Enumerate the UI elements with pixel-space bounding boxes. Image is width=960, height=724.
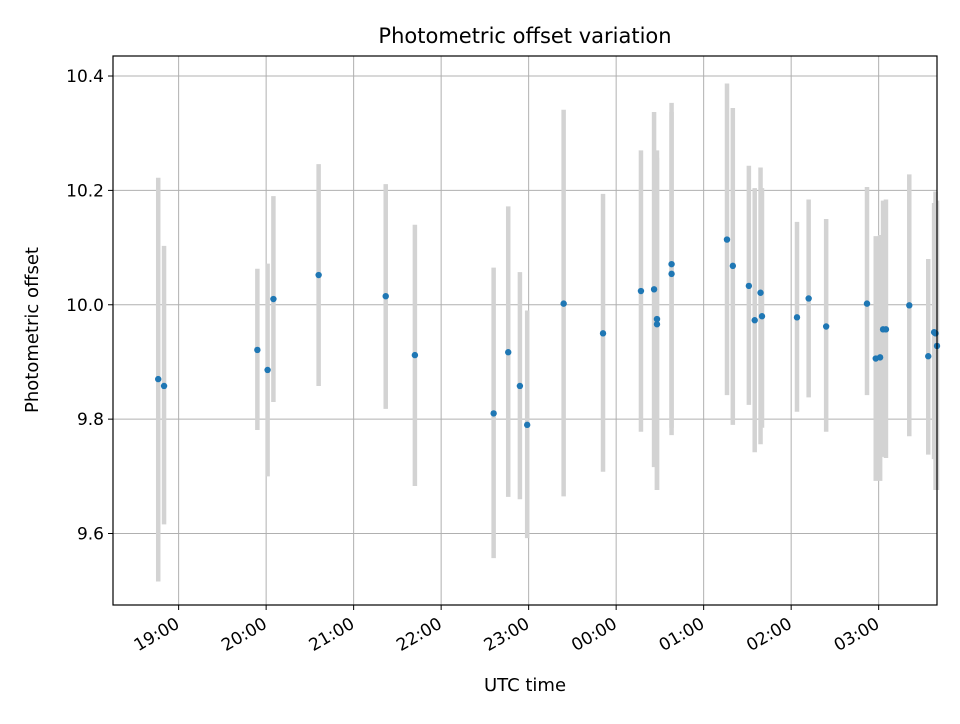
data-point	[653, 315, 661, 323]
data-point	[876, 354, 884, 361]
y-tick-label: 10.2	[66, 181, 104, 201]
data-point	[254, 346, 261, 354]
x-tick-label: 21:00	[306, 614, 358, 656]
x-tick-label: 01:00	[656, 614, 708, 656]
data-point	[411, 351, 419, 359]
data-point	[729, 262, 737, 270]
data-point	[160, 382, 168, 390]
x-tick-label: 20:00	[218, 614, 270, 656]
data-point	[906, 302, 913, 309]
data-point	[315, 271, 322, 279]
data-point	[516, 382, 524, 390]
data-point	[723, 236, 731, 243]
data-point	[758, 313, 766, 320]
point-layer	[155, 236, 941, 429]
data-point	[650, 286, 658, 293]
data-point	[490, 410, 497, 417]
data-point	[745, 282, 753, 290]
data-point	[523, 421, 531, 429]
x-tick-label: 23:00	[481, 614, 533, 656]
data-point	[805, 295, 812, 302]
y-tick-label: 10.0	[66, 296, 104, 316]
data-point	[560, 300, 567, 307]
x-tick-label: 19:00	[131, 614, 183, 656]
data-point	[637, 287, 645, 295]
data-point	[863, 300, 871, 307]
data-point	[505, 349, 512, 356]
data-point	[668, 260, 675, 268]
y-tick-label: 10.4	[66, 67, 104, 87]
data-point	[653, 321, 661, 328]
x-tick-label: 00:00	[568, 614, 620, 656]
y-tick-label: 9.8	[77, 410, 104, 430]
data-point	[793, 314, 801, 321]
data-point	[822, 323, 830, 330]
data-point	[668, 270, 675, 278]
x-tick-label: 02:00	[743, 614, 795, 656]
data-point	[751, 317, 758, 324]
y-axis-label: Photometric offset	[22, 247, 43, 413]
plot-frame	[112, 55, 938, 606]
errorbar-layer	[155, 83, 940, 582]
data-point	[757, 289, 764, 296]
data-point	[382, 292, 389, 300]
data-point	[932, 330, 939, 337]
y-tick-label: 9.6	[77, 525, 104, 545]
data-point	[599, 330, 607, 337]
data-point	[264, 366, 271, 374]
x-tick-label: 22:00	[393, 614, 445, 656]
x-tick-label: 03:00	[831, 614, 883, 656]
data-point	[925, 353, 932, 360]
chart-title: Photometric offset variation	[378, 24, 671, 48]
data-point	[270, 295, 277, 303]
x-axis-label: UTC time	[484, 675, 566, 696]
data-point	[155, 375, 162, 383]
data-point	[882, 326, 890, 333]
